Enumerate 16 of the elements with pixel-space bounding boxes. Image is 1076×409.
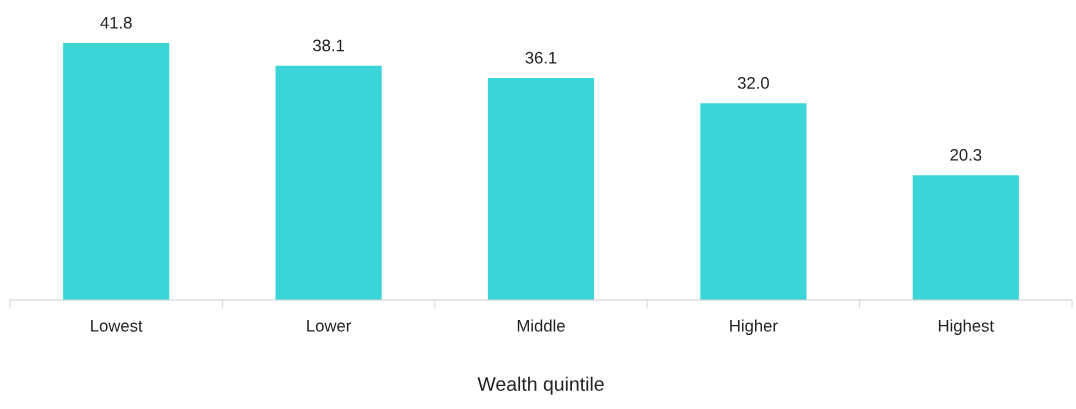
bar — [700, 103, 807, 300]
data-label: 20.3 — [950, 148, 982, 161]
x-tick-label: Higher — [730, 319, 778, 335]
x-tick-label: Highest — [938, 319, 994, 335]
x-axis-title: Wealth quintile — [477, 376, 604, 395]
bar — [275, 65, 382, 300]
bar — [487, 78, 595, 300]
data-label: 32.0 — [737, 77, 769, 89]
x-tick-label: Lower — [307, 320, 352, 332]
data-label: 36.1 — [525, 51, 557, 64]
x-tick-label: Middle — [517, 319, 565, 332]
bar — [63, 43, 170, 300]
x-tick-label: Lowest — [91, 320, 143, 332]
bar — [912, 175, 1019, 300]
data-label: 41.8 — [100, 16, 132, 29]
data-label: 38.1 — [313, 39, 345, 52]
